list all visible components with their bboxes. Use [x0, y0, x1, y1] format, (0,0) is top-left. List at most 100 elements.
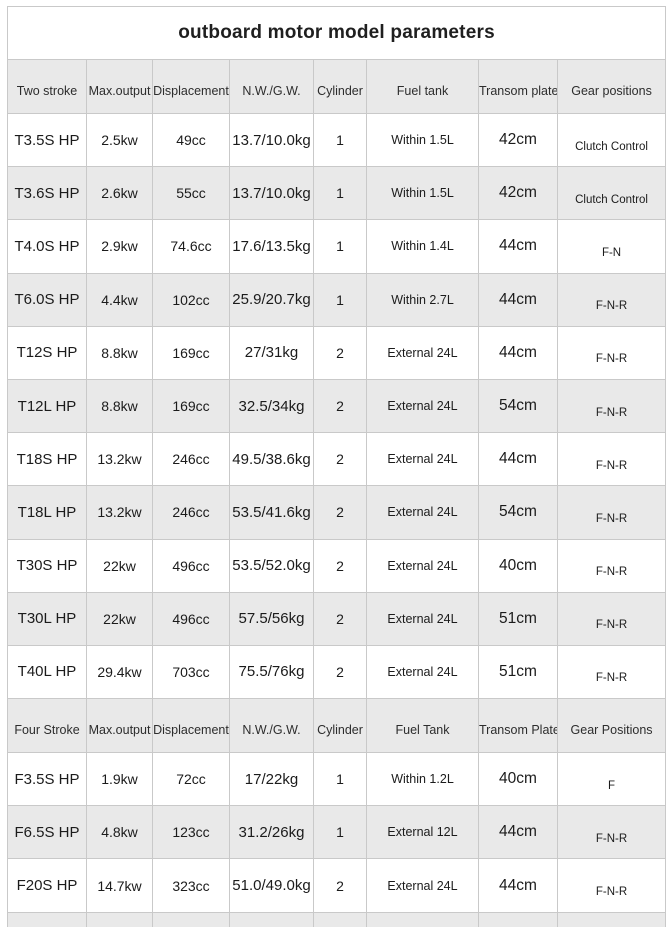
cell-model: T12L HP	[7, 378, 87, 434]
cell-max-output: 22kw	[86, 591, 153, 646]
table-row: T40L HP 29.4kw 703cc 75.5/76kg 2 External 24L…	[7, 644, 667, 700]
cell-transom-plate: 44cm	[478, 432, 558, 487]
cell-model: F20L HP	[7, 911, 87, 927]
cell-fuel-tank: External 24L	[366, 644, 479, 700]
cell-displacement: 169cc	[152, 378, 230, 434]
table-row: T18L HP 13.2kw 246cc 53.5/41.6kg 2 External 2…	[7, 485, 667, 540]
cell-fuel-tank: External 12L	[366, 805, 479, 860]
cell-fuel-tank: External 24L	[366, 485, 479, 540]
cell-max-output: 1.9kw	[86, 752, 153, 807]
cell-transom-plate: 40cm	[478, 538, 558, 593]
cell-displacement: 496cc	[152, 538, 230, 593]
column-header-weight: N.W./G.W.	[229, 59, 314, 114]
cell-cylinder: 1	[313, 272, 367, 327]
cell-cylinder: 1	[313, 112, 367, 168]
cell-fuel-tank: Within 2.7L	[366, 272, 479, 327]
cell-fuel-tank: Within 1.5L	[366, 112, 479, 168]
cell-weight: 31.2/26kg	[229, 805, 314, 860]
cell-cylinder: 1	[313, 752, 367, 807]
cell-gear-positions: F-N-R	[556, 485, 667, 540]
cell-displacement: 169cc	[152, 325, 230, 380]
cell-model: T3.5S HP	[7, 112, 87, 168]
cell-max-output: 14.7kw	[86, 911, 153, 927]
cell-gear-positions: F-N-R	[556, 378, 667, 434]
cell-fuel-tank: External 24L	[366, 538, 479, 593]
cell-fuel-tank: 外置/External 24L	[366, 911, 479, 927]
cell-displacement: 496cc	[152, 591, 230, 646]
cell-weight: 25.9/20.7kg	[229, 272, 314, 327]
cell-cylinder: 2	[313, 911, 367, 927]
cell-gear-positions: F-N-R	[556, 805, 667, 860]
cell-fuel-tank: External 24L	[366, 325, 479, 380]
table-row: T12L HP 8.8kw 169cc 32.5/34kg 2 External 24L 5…	[7, 378, 667, 434]
cell-fuel-tank: Within 1.4L	[366, 219, 479, 274]
cell-transom-plate: 44cm	[478, 272, 558, 327]
cell-cylinder: 2	[313, 644, 367, 700]
table-row: T6.0S HP 4.4kw 102cc 25.9/20.7kg 1 Within 2.7…	[7, 272, 667, 327]
cell-transom-plate: 54cm	[478, 485, 558, 540]
cell-model: T6.0S HP	[7, 272, 87, 327]
cell-model: T40L HP	[7, 644, 87, 700]
cell-max-output: 8.8kw	[86, 325, 153, 380]
cell-displacement: 246cc	[152, 485, 230, 540]
cell-gear-positions: F-N-R	[556, 432, 667, 487]
cell-fuel-tank: External 24L	[366, 378, 479, 434]
cell-transom-plate: 44cm	[478, 805, 558, 860]
table-row: F20S HP 14.7kw 323cc 51.0/49.0kg 2 External 2…	[7, 858, 667, 913]
cell-model: T3.6S HP	[7, 166, 87, 221]
table-row: T4.0S HP 2.9kw 74.6cc 17.6/13.5kg 1 Within 1.…	[7, 219, 667, 274]
cell-weight: 57.5/56kg	[229, 591, 314, 646]
column-header-max-output: Max.output	[86, 698, 153, 754]
cell-weight: 49.5/38.6kg	[229, 432, 314, 487]
cell-weight: 32.5/34kg	[229, 378, 314, 434]
cell-transom-plate: 44cm	[478, 858, 558, 913]
column-header-cylinder: Cylinder	[313, 698, 367, 754]
column-header-model: Four Stroke	[7, 698, 87, 754]
cell-model: F3.5S HP	[7, 752, 87, 807]
column-header-displacement: Displacement	[152, 59, 230, 114]
cell-displacement: 123cc	[152, 805, 230, 860]
cell-fuel-tank: External 24L	[366, 432, 479, 487]
cell-displacement: 246cc	[152, 432, 230, 487]
cell-max-output: 2.6kw	[86, 166, 153, 221]
column-header-gear-positions: Gear Positions	[556, 698, 667, 754]
column-header-max-output: Max.output	[86, 59, 153, 114]
cell-cylinder: 2	[313, 858, 367, 913]
cell-gear-positions: Clutch Control	[556, 112, 667, 168]
cell-model: F6.5S HP	[7, 805, 87, 860]
column-header-fuel-tank: Fuel tank	[366, 59, 479, 114]
cell-model: T30S HP	[7, 538, 87, 593]
cell-weight: 13.7/10.0kg	[229, 112, 314, 168]
column-header-cylinder: Cylinder	[313, 59, 367, 114]
cell-weight: 75.5/76kg	[229, 644, 314, 700]
cell-cylinder: 2	[313, 432, 367, 487]
table-row: T18S HP 13.2kw 246cc 49.5/38.6kg 2 External 2…	[7, 432, 667, 487]
column-header-weight: N.W./G.W.	[229, 698, 314, 754]
cell-model: T12S HP	[7, 325, 87, 380]
cell-cylinder: 2	[313, 538, 367, 593]
column-header-model: Two stroke	[7, 59, 87, 114]
column-header-displacement: Displacement	[152, 698, 230, 754]
cell-fuel-tank: External 24L	[366, 591, 479, 646]
cell-fuel-tank: Within 1.2L	[366, 752, 479, 807]
cell-weight: 55.0/53.0kg	[229, 911, 314, 927]
cell-model: T30L HP	[7, 591, 87, 646]
cell-transom-plate: 44cm	[478, 219, 558, 274]
cell-max-output: 2.9kw	[86, 219, 153, 274]
cell-model: T18L HP	[7, 485, 87, 540]
cell-weight: 13.7/10.0kg	[229, 166, 314, 221]
cell-max-output: 14.7kw	[86, 858, 153, 913]
cell-cylinder: 1	[313, 166, 367, 221]
cell-gear-positions: F-N-R	[556, 911, 667, 927]
cell-gear-positions: Clutch Control	[556, 166, 667, 221]
cell-displacement: 72cc	[152, 752, 230, 807]
table-row: F3.5S HP 1.9kw 72cc 17/22kg 1 Within 1.2L 40cm…	[7, 752, 667, 807]
cell-transom-plate: 51cm	[478, 591, 558, 646]
spec-table: outboard motor model parameters Two stro…	[6, 6, 667, 927]
table-row: F20L HP14.7kw323cc55.0/53.0kg2外置/Externa…	[7, 911, 667, 927]
cell-gear-positions: F-N-R	[556, 538, 667, 593]
cell-cylinder: 2	[313, 485, 367, 540]
cell-transom-plate: 54cm	[478, 378, 558, 434]
cell-transom-plate: 42cm	[478, 112, 558, 168]
